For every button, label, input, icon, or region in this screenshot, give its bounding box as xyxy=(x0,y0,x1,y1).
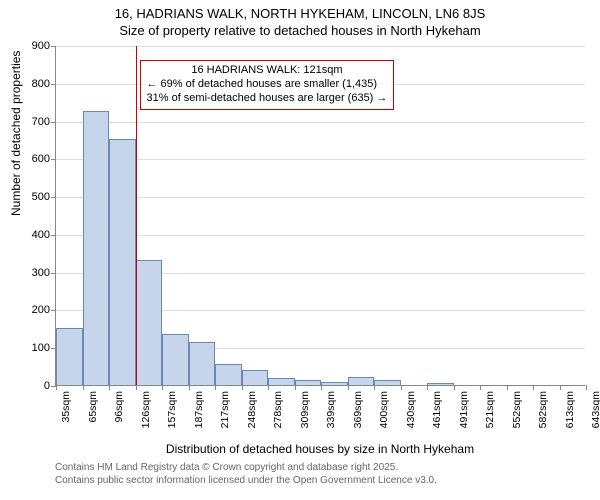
x-tick-label: 339sqm xyxy=(325,385,337,428)
x-tick-mark xyxy=(162,385,163,390)
x-tick-label: 157sqm xyxy=(166,385,178,428)
chart-title-line2: Size of property relative to detached ho… xyxy=(0,21,600,42)
x-tick-label: 35sqm xyxy=(60,385,72,423)
chart-container: 16, HADRIANS WALK, NORTH HYKEHAM, LINCOL… xyxy=(0,0,600,500)
y-tick-mark xyxy=(51,310,56,311)
y-tick-label: 500 xyxy=(32,191,50,203)
histogram-bar xyxy=(136,260,163,385)
x-tick-label: 309sqm xyxy=(299,385,311,428)
x-tick-mark xyxy=(374,385,375,390)
x-tick-mark xyxy=(507,385,508,390)
footer-line1: Contains HM Land Registry data © Crown c… xyxy=(55,462,585,475)
x-axis-label: Distribution of detached houses by size … xyxy=(55,442,585,456)
x-tick-label: 187sqm xyxy=(193,385,205,428)
x-tick-label: 643sqm xyxy=(590,385,600,428)
x-tick-mark xyxy=(427,385,428,390)
y-tick-mark xyxy=(51,122,56,123)
x-tick-mark xyxy=(268,385,269,390)
x-tick-label: 430sqm xyxy=(405,385,417,428)
footer-note: Contains HM Land Registry data © Crown c… xyxy=(55,462,585,487)
annotation-line2: ← 69% of detached houses are smaller (1,… xyxy=(147,78,388,92)
x-tick-label: 96sqm xyxy=(113,385,125,423)
y-tick-label: 400 xyxy=(32,229,50,241)
x-tick-label: 613sqm xyxy=(564,385,576,428)
x-tick-mark xyxy=(242,385,243,390)
x-tick-label: 521sqm xyxy=(484,385,496,428)
x-tick-mark xyxy=(401,385,402,390)
annotation-box: 16 HADRIANS WALK: 121sqm← 69% of detache… xyxy=(140,60,395,110)
y-tick-label: 100 xyxy=(32,342,50,354)
x-tick-label: 217sqm xyxy=(219,385,231,428)
x-tick-mark xyxy=(83,385,84,390)
x-tick-mark xyxy=(295,385,296,390)
x-tick-label: 400sqm xyxy=(378,385,390,428)
x-tick-label: 582sqm xyxy=(537,385,549,428)
footer-line2: Contains public sector information licen… xyxy=(55,475,585,488)
y-axis-label-text: Number of detached properties xyxy=(9,51,23,216)
annotation-line3: 31% of semi-detached houses are larger (… xyxy=(147,92,388,106)
x-tick-mark xyxy=(533,385,534,390)
y-tick-label: 900 xyxy=(32,40,50,52)
y-tick-mark xyxy=(51,159,56,160)
histogram-bar xyxy=(83,111,110,385)
histogram-bar xyxy=(242,370,269,385)
x-tick-label: 369sqm xyxy=(352,385,364,428)
y-tick-label: 700 xyxy=(32,116,50,128)
y-tick-label: 600 xyxy=(32,153,50,165)
x-tick-label: 248sqm xyxy=(246,385,258,428)
histogram-bar xyxy=(56,328,83,385)
y-tick-label: 300 xyxy=(32,267,50,279)
histogram-bar xyxy=(162,334,189,385)
histogram-bar xyxy=(189,342,216,385)
y-axis-label: Number of detached properties xyxy=(9,51,23,216)
x-tick-label: 65sqm xyxy=(87,385,99,423)
histogram-bar xyxy=(348,377,375,385)
y-tick-mark xyxy=(51,273,56,274)
annotation-line1: 16 HADRIANS WALK: 121sqm xyxy=(147,64,388,78)
histogram-bar xyxy=(109,139,136,385)
x-tick-mark xyxy=(56,385,57,390)
x-tick-mark xyxy=(586,385,587,390)
x-tick-label: 278sqm xyxy=(272,385,284,428)
x-tick-mark xyxy=(136,385,137,390)
y-tick-label: 800 xyxy=(32,78,50,90)
histogram-bar xyxy=(268,378,295,385)
x-tick-label: 491sqm xyxy=(458,385,470,428)
y-tick-mark xyxy=(51,235,56,236)
y-tick-mark xyxy=(51,197,56,198)
x-tick-mark xyxy=(480,385,481,390)
x-tick-mark xyxy=(454,385,455,390)
x-tick-mark xyxy=(348,385,349,390)
x-tick-label: 126sqm xyxy=(140,385,152,428)
histogram-bar xyxy=(215,364,242,385)
x-tick-label: 552sqm xyxy=(511,385,523,428)
y-tick-label: 0 xyxy=(44,380,50,392)
x-tick-mark xyxy=(560,385,561,390)
y-tick-mark xyxy=(51,46,56,47)
x-tick-label: 461sqm xyxy=(431,385,443,428)
marker-line xyxy=(136,46,137,385)
x-tick-mark xyxy=(189,385,190,390)
plot-area: 010020030040050060070080090035sqm65sqm96… xyxy=(55,46,585,386)
y-tick-label: 200 xyxy=(32,304,50,316)
y-tick-mark xyxy=(51,84,56,85)
x-tick-mark xyxy=(109,385,110,390)
x-tick-mark xyxy=(321,385,322,390)
x-tick-mark xyxy=(215,385,216,390)
chart-title-line1: 16, HADRIANS WALK, NORTH HYKEHAM, LINCOL… xyxy=(0,0,600,21)
